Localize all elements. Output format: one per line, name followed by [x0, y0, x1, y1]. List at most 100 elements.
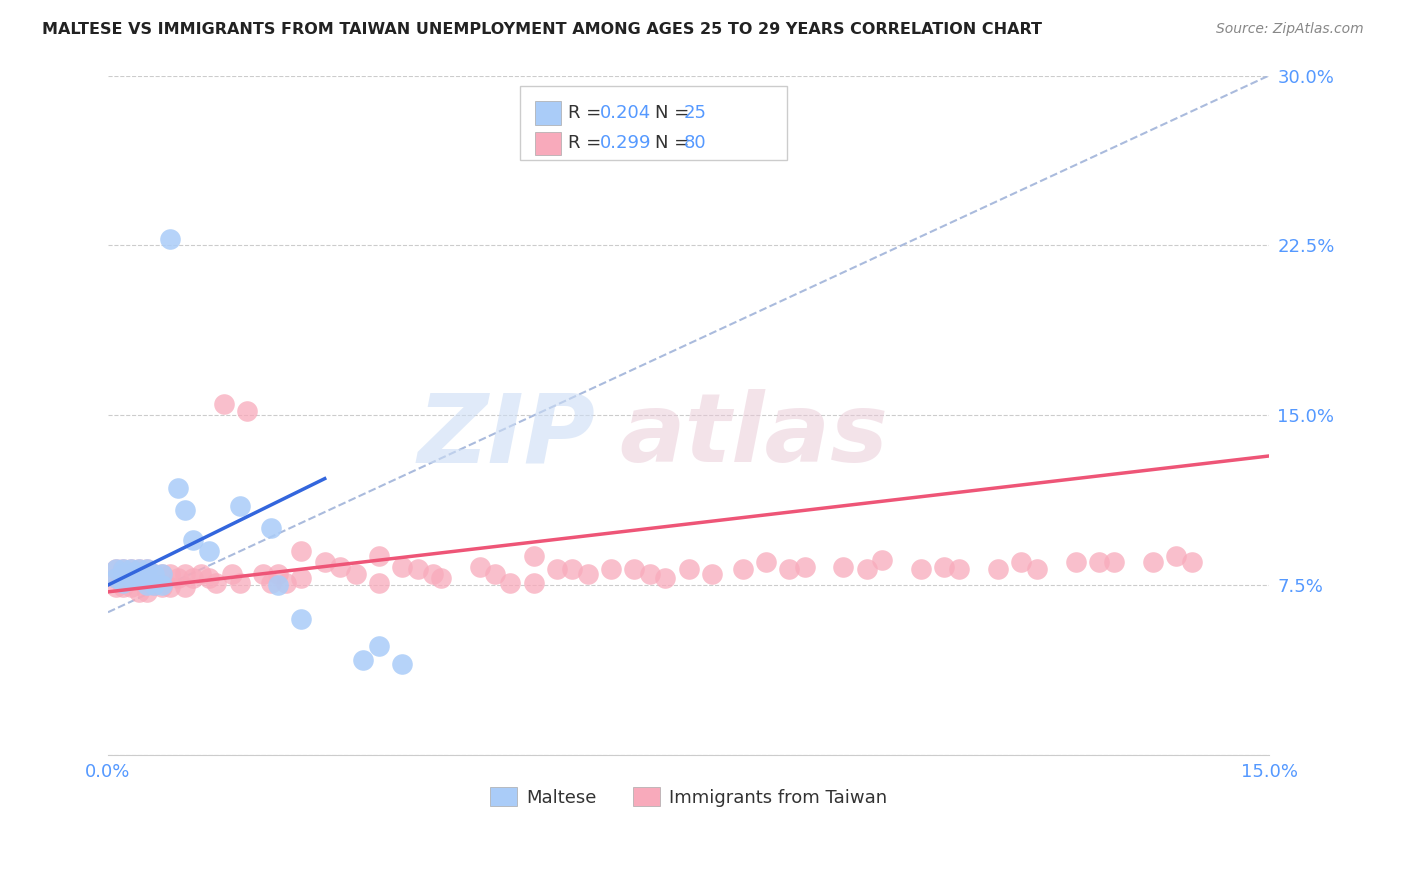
Point: [546, 562, 568, 576]
Point: [120, 580, 142, 594]
Point: [120, 566, 142, 581]
Text: N =: N =: [655, 103, 695, 122]
Point: [190, 566, 212, 581]
Point: [870, 553, 893, 567]
Point: [150, 580, 173, 594]
Point: [367, 549, 389, 563]
Point: [112, 562, 135, 576]
Point: [329, 560, 352, 574]
Point: [174, 503, 197, 517]
Point: [1166, 549, 1188, 563]
Point: [391, 657, 413, 672]
Point: [638, 566, 661, 581]
Point: [267, 578, 290, 592]
Point: [267, 566, 290, 581]
Point: [120, 562, 142, 576]
Point: [654, 571, 676, 585]
Point: [174, 580, 197, 594]
Point: [1064, 556, 1087, 570]
Point: [159, 231, 181, 245]
Point: [755, 556, 778, 570]
Point: [1102, 556, 1125, 570]
Point: [855, 562, 877, 576]
Point: [128, 562, 150, 576]
Text: Source: ZipAtlas.com: Source: ZipAtlas.com: [1216, 22, 1364, 37]
Point: [499, 575, 522, 590]
Point: [290, 544, 312, 558]
Point: [120, 562, 142, 576]
Point: [143, 578, 166, 592]
Point: [143, 578, 166, 592]
Point: [678, 562, 700, 576]
Point: [135, 585, 157, 599]
Point: [128, 571, 150, 585]
Point: [150, 578, 173, 592]
Point: [112, 575, 135, 590]
Point: [159, 566, 181, 581]
Point: [174, 566, 197, 581]
Point: [367, 575, 389, 590]
Point: [135, 571, 157, 585]
Point: [832, 560, 855, 574]
Point: [104, 562, 127, 576]
Point: [135, 578, 157, 592]
Point: [150, 566, 173, 581]
Point: [104, 580, 127, 594]
Point: [700, 566, 723, 581]
Point: [422, 566, 444, 581]
Text: 25: 25: [683, 103, 707, 122]
FancyBboxPatch shape: [536, 101, 561, 125]
Point: [112, 580, 135, 594]
Point: [128, 562, 150, 576]
Legend: Maltese, Immigrants from Taiwan: Maltese, Immigrants from Taiwan: [482, 780, 894, 814]
Point: [212, 397, 235, 411]
Point: [135, 562, 157, 576]
Point: [166, 571, 188, 585]
Point: [120, 571, 142, 585]
Point: [731, 562, 754, 576]
Point: [987, 562, 1010, 576]
Point: [143, 566, 166, 581]
Point: [778, 562, 800, 576]
Point: [228, 499, 250, 513]
Point: [166, 481, 188, 495]
Point: [523, 549, 546, 563]
Point: [430, 571, 453, 585]
Point: [181, 571, 204, 585]
Point: [484, 566, 506, 581]
Point: [112, 562, 135, 576]
Point: [259, 575, 281, 590]
Point: [948, 562, 970, 576]
Text: R =: R =: [568, 135, 607, 153]
Point: [128, 571, 150, 585]
Point: [1010, 556, 1032, 570]
Point: [236, 403, 259, 417]
Text: MALTESE VS IMMIGRANTS FROM TAIWAN UNEMPLOYMENT AMONG AGES 25 TO 29 YEARS CORRELA: MALTESE VS IMMIGRANTS FROM TAIWAN UNEMPL…: [42, 22, 1042, 37]
Text: N =: N =: [655, 135, 695, 153]
Point: [290, 571, 312, 585]
FancyBboxPatch shape: [520, 86, 787, 161]
Point: [197, 571, 219, 585]
Point: [112, 566, 135, 581]
Point: [252, 566, 274, 581]
Point: [135, 562, 157, 576]
Point: [104, 571, 127, 585]
Point: [159, 580, 181, 594]
Point: [561, 562, 583, 576]
Point: [576, 566, 599, 581]
Point: [1181, 556, 1204, 570]
FancyBboxPatch shape: [536, 131, 561, 155]
Point: [1142, 556, 1164, 570]
Point: [344, 566, 367, 581]
Text: 0.299: 0.299: [600, 135, 652, 153]
Point: [228, 575, 250, 590]
Point: [128, 566, 150, 581]
Text: 80: 80: [683, 135, 706, 153]
Point: [468, 560, 491, 574]
Point: [406, 562, 429, 576]
Point: [143, 566, 166, 581]
Point: [197, 544, 219, 558]
Point: [1087, 556, 1109, 570]
Point: [205, 575, 228, 590]
Point: [112, 571, 135, 585]
